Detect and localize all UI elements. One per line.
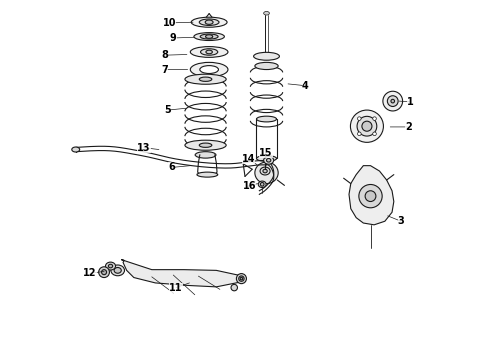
Ellipse shape [267, 158, 271, 162]
Ellipse shape [239, 276, 244, 281]
Ellipse shape [111, 265, 124, 276]
Text: 6: 6 [168, 162, 175, 172]
Text: 8: 8 [161, 50, 168, 60]
Ellipse shape [358, 117, 361, 120]
Ellipse shape [260, 167, 270, 175]
Ellipse shape [185, 140, 226, 150]
Ellipse shape [108, 264, 113, 268]
Ellipse shape [383, 91, 403, 111]
Ellipse shape [231, 284, 238, 291]
Text: 2: 2 [405, 122, 412, 132]
Text: 13: 13 [137, 143, 150, 153]
Ellipse shape [264, 156, 274, 164]
Ellipse shape [190, 62, 228, 77]
Ellipse shape [254, 52, 279, 60]
Ellipse shape [365, 191, 376, 202]
Ellipse shape [105, 262, 116, 270]
Ellipse shape [350, 110, 383, 142]
Text: 10: 10 [163, 18, 176, 28]
Ellipse shape [256, 156, 276, 161]
Text: 14: 14 [242, 154, 255, 164]
Ellipse shape [255, 62, 278, 69]
Ellipse shape [206, 50, 212, 54]
Ellipse shape [236, 274, 246, 284]
Ellipse shape [373, 117, 376, 120]
Text: 12: 12 [83, 268, 97, 278]
Text: 7: 7 [161, 64, 168, 75]
Text: 11: 11 [170, 283, 183, 293]
Text: 3: 3 [397, 216, 404, 226]
Ellipse shape [373, 132, 376, 136]
Ellipse shape [240, 277, 243, 280]
Ellipse shape [362, 121, 372, 131]
Ellipse shape [199, 143, 212, 147]
Text: 16: 16 [243, 181, 256, 191]
Text: 4: 4 [302, 81, 309, 91]
Polygon shape [122, 260, 240, 287]
Ellipse shape [114, 267, 122, 273]
Ellipse shape [359, 184, 382, 208]
Text: 5: 5 [165, 105, 172, 115]
Ellipse shape [256, 116, 276, 122]
Ellipse shape [258, 181, 266, 188]
Ellipse shape [205, 20, 213, 24]
Ellipse shape [199, 77, 212, 81]
Ellipse shape [260, 183, 264, 186]
Polygon shape [349, 166, 394, 225]
Ellipse shape [194, 33, 224, 41]
Ellipse shape [98, 267, 109, 278]
Ellipse shape [391, 99, 394, 103]
Ellipse shape [264, 12, 270, 15]
Text: 15: 15 [259, 148, 272, 158]
Ellipse shape [101, 270, 107, 275]
Ellipse shape [205, 35, 213, 39]
Ellipse shape [358, 132, 361, 136]
Ellipse shape [263, 169, 267, 173]
Ellipse shape [191, 17, 227, 27]
Ellipse shape [190, 46, 228, 57]
Ellipse shape [72, 147, 80, 152]
Text: 1: 1 [407, 97, 414, 107]
Ellipse shape [388, 96, 398, 107]
Ellipse shape [195, 152, 216, 158]
Ellipse shape [357, 116, 377, 136]
Ellipse shape [185, 74, 226, 84]
Ellipse shape [200, 66, 219, 73]
Text: 9: 9 [170, 33, 177, 43]
Ellipse shape [199, 19, 219, 26]
Ellipse shape [255, 162, 278, 184]
Ellipse shape [197, 172, 218, 177]
Ellipse shape [200, 49, 218, 55]
Ellipse shape [200, 34, 218, 39]
